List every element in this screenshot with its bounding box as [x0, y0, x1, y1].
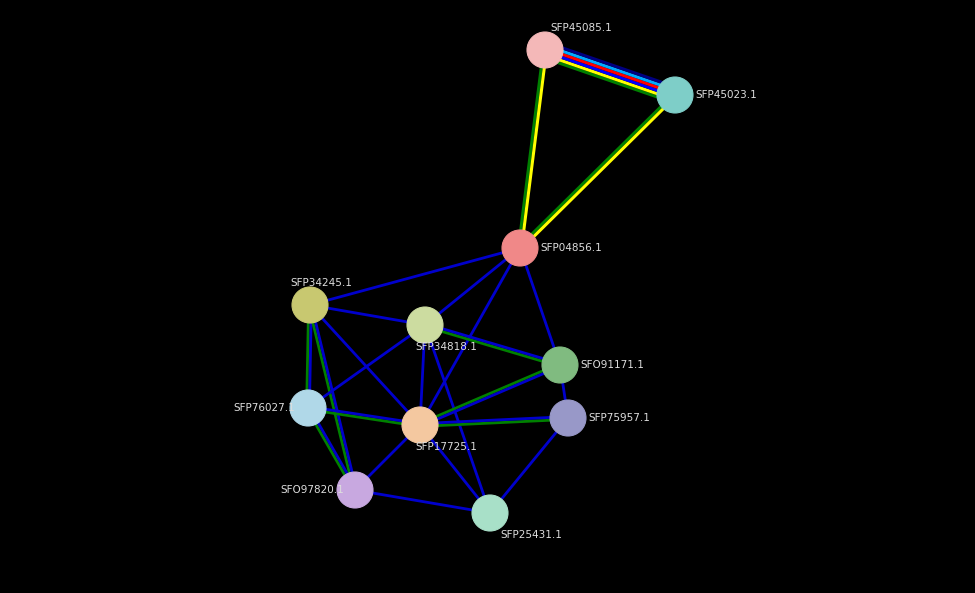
Circle shape: [550, 400, 586, 436]
Text: SFP04856.1: SFP04856.1: [540, 243, 602, 253]
Text: SFO91171.1: SFO91171.1: [580, 360, 644, 370]
Text: SFP34818.1: SFP34818.1: [415, 342, 477, 352]
Circle shape: [527, 32, 563, 68]
Circle shape: [472, 495, 508, 531]
Circle shape: [502, 230, 538, 266]
Text: SFP34245.1: SFP34245.1: [290, 278, 352, 288]
Circle shape: [402, 407, 438, 443]
Circle shape: [657, 77, 693, 113]
Circle shape: [290, 390, 326, 426]
Circle shape: [407, 307, 443, 343]
Circle shape: [337, 472, 373, 508]
Text: SFP17725.1: SFP17725.1: [415, 442, 477, 452]
Text: SFO97820.1: SFO97820.1: [280, 485, 344, 495]
Text: SFP45085.1: SFP45085.1: [550, 23, 611, 33]
Text: SFP75957.1: SFP75957.1: [588, 413, 650, 423]
Circle shape: [542, 347, 578, 383]
Text: SFP76027.1: SFP76027.1: [233, 403, 294, 413]
Circle shape: [292, 287, 328, 323]
Text: SFP45023.1: SFP45023.1: [695, 90, 757, 100]
Text: SFP25431.1: SFP25431.1: [500, 530, 562, 540]
